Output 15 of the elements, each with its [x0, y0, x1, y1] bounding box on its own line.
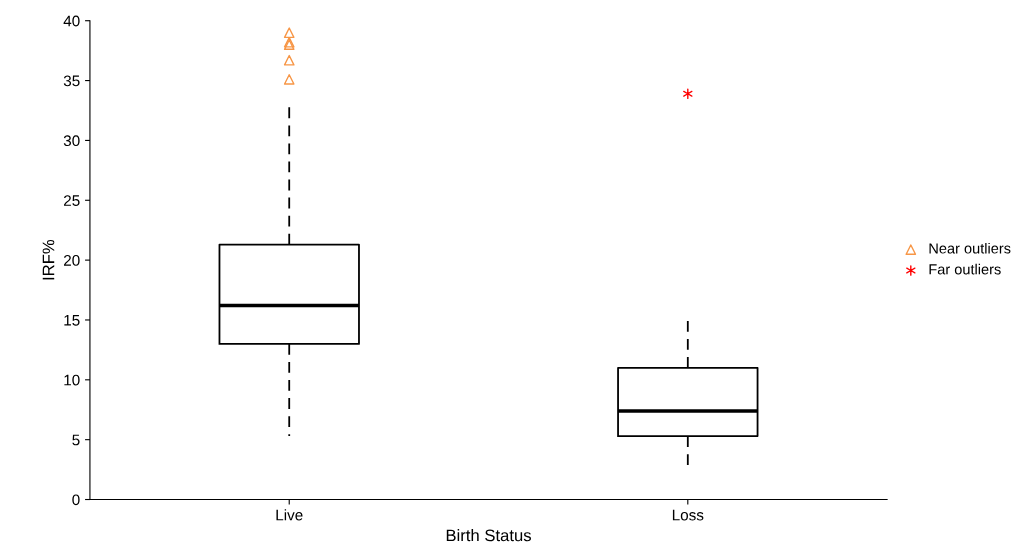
legend-label: Near outliers: [929, 242, 1011, 254]
y-tick-label: 5: [72, 434, 80, 446]
y-tick-label: 15: [64, 315, 80, 326]
x-tick-label: Loss: [672, 509, 704, 521]
y-tick-label: 40: [63, 15, 80, 27]
y-tick-label: 0: [72, 494, 80, 506]
y-tick-label: 10: [64, 374, 80, 386]
y-axis-title: IRF%: [42, 239, 55, 280]
x-axis-title: Birth Status: [446, 529, 531, 542]
y-tick-label: 25: [63, 195, 80, 206]
y-tick-label: 30: [63, 135, 80, 147]
legend-label: Far outliers: [929, 263, 1001, 275]
y-tick-label: 35: [63, 75, 80, 87]
x-tick-label: Live: [276, 509, 303, 521]
y-tick-label: 20: [63, 254, 80, 266]
